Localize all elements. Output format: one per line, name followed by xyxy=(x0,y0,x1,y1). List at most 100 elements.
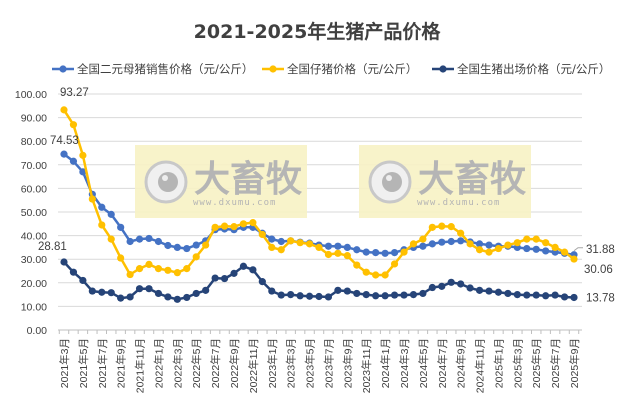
data-point xyxy=(504,289,512,298)
x-tick-label: 2023年1月 xyxy=(266,338,279,388)
data-point xyxy=(268,235,276,243)
data-point xyxy=(475,286,484,294)
legend-label: 全国仔猪价格（元/公斤） xyxy=(287,62,417,76)
y-tick-label: 10.00 xyxy=(21,301,47,313)
y-tick-label: 60.00 xyxy=(21,183,47,195)
data-point xyxy=(532,245,540,253)
y-tick-label: 0.00 xyxy=(27,325,48,337)
data-point xyxy=(494,288,503,296)
data-point xyxy=(154,289,163,298)
y-tick-label: 30.00 xyxy=(21,254,47,266)
data-point xyxy=(287,291,295,299)
x-tick-label: 2025年3月 xyxy=(511,338,524,388)
last-value-label: 30.06 xyxy=(584,264,613,276)
data-point xyxy=(135,265,144,273)
data-point xyxy=(551,243,559,251)
data-point xyxy=(211,223,219,231)
data-point xyxy=(334,249,342,257)
data-point xyxy=(268,287,276,295)
data-point xyxy=(372,292,380,300)
x-tick-label: 2023年9月 xyxy=(341,338,354,388)
data-point xyxy=(277,291,285,299)
data-point xyxy=(192,253,200,261)
data-point xyxy=(438,282,446,290)
x-tick-label: 2023年3月 xyxy=(285,338,298,388)
data-point xyxy=(173,243,181,251)
data-point xyxy=(192,241,200,249)
data-point xyxy=(390,248,399,257)
data-point xyxy=(334,286,342,294)
data-point xyxy=(202,241,210,249)
x-tick-label: 2025年9月 xyxy=(568,338,581,388)
x-tick-label: 2025年7月 xyxy=(549,338,562,388)
data-point xyxy=(239,262,248,270)
data-point xyxy=(296,239,304,247)
data-point xyxy=(135,235,144,243)
data-point xyxy=(324,250,333,259)
data-point xyxy=(362,291,370,299)
data-point xyxy=(277,246,285,254)
data-point xyxy=(390,291,399,299)
x-tick-label: 2024年5月 xyxy=(417,338,430,388)
data-point xyxy=(79,151,87,159)
data-point xyxy=(513,239,521,247)
data-point xyxy=(173,269,181,277)
data-point xyxy=(466,284,474,292)
data-point xyxy=(145,285,153,293)
data-point xyxy=(192,289,200,298)
legend-label: 全国生猪出场价格（元/公斤） xyxy=(457,62,610,76)
series-group xyxy=(60,106,578,303)
y-tick-label: 40.00 xyxy=(21,231,47,243)
x-tick-label: 2021年5月 xyxy=(77,338,90,388)
data-point xyxy=(145,234,153,243)
data-point xyxy=(428,223,436,231)
data-point xyxy=(296,292,304,300)
x-tick-label: 2024年9月 xyxy=(455,338,468,388)
data-point xyxy=(457,237,465,245)
data-point xyxy=(88,287,96,295)
y-tick-label: 100.00 xyxy=(15,89,47,101)
data-point xyxy=(523,244,531,253)
legend-item: 全国仔猪价格（元/公斤） xyxy=(262,62,417,76)
x-tick-label: 2021年11月 xyxy=(134,338,147,393)
data-point xyxy=(457,280,465,288)
data-point xyxy=(305,240,314,248)
data-point xyxy=(107,289,115,297)
svg-text:www.dxumu.com: www.dxumu.com xyxy=(193,198,276,208)
data-point xyxy=(372,271,380,279)
data-point xyxy=(428,283,436,292)
data-point xyxy=(117,294,125,302)
y-tick-label: 50.00 xyxy=(21,207,47,219)
data-point xyxy=(239,220,248,228)
data-point xyxy=(324,242,333,250)
data-point xyxy=(230,269,238,277)
data-point xyxy=(466,240,474,248)
data-point xyxy=(485,287,493,295)
data-point xyxy=(173,295,181,303)
data-point xyxy=(315,243,323,251)
data-point xyxy=(485,241,493,249)
data-point xyxy=(504,241,512,249)
x-tick-label: 2022年3月 xyxy=(171,338,184,388)
data-point xyxy=(447,223,455,231)
data-point xyxy=(390,260,399,268)
data-point xyxy=(362,248,370,256)
data-point xyxy=(164,241,172,250)
x-tick-label: 2024年7月 xyxy=(436,338,449,388)
y-axis: 0.00 10.00 20.00 30.00 40.00 50.00 60.00 70.00 8… xyxy=(15,89,47,337)
legend-item: 全国二元母猪销售价格（元/公斤） xyxy=(52,62,253,76)
legend-marker xyxy=(59,65,67,73)
x-tick-label: 2023年5月 xyxy=(304,338,317,388)
data-point xyxy=(457,229,465,237)
data-point xyxy=(475,240,484,248)
data-point xyxy=(419,242,427,250)
legend-item: 全国生猪出场价格（元/公斤） xyxy=(432,62,610,76)
x-tick-label: 2023年7月 xyxy=(322,338,335,388)
data-point xyxy=(69,268,78,276)
data-point xyxy=(249,266,257,274)
data-point xyxy=(409,240,418,248)
svg-text:大畜牧: 大畜牧 xyxy=(418,159,527,200)
data-point xyxy=(447,237,455,246)
first-value-label: 93.27 xyxy=(60,87,89,99)
